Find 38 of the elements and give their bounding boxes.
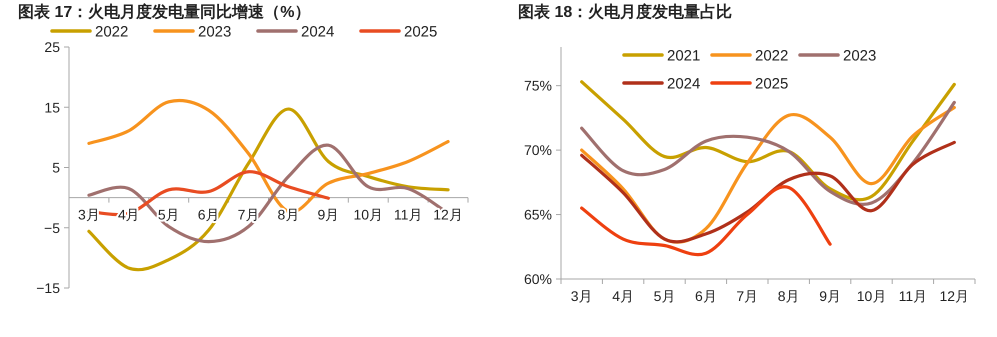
y-tick-label: −15 bbox=[36, 280, 60, 296]
line-series bbox=[580, 100, 956, 206]
y-tick-label: 15 bbox=[44, 99, 60, 116]
x-tick-label: 12月 bbox=[433, 206, 463, 223]
y-tick-label: −5 bbox=[44, 220, 60, 236]
legend-label: 2025 bbox=[404, 24, 438, 40]
legend-label: 2025 bbox=[755, 76, 788, 92]
x-tick-label: 6月 bbox=[695, 288, 717, 304]
x-tick-label: 4月 bbox=[612, 288, 634, 304]
chart-title: 图表 17：火电月度发电量同比增速（%） bbox=[18, 2, 310, 21]
y-tick-label: 60% bbox=[524, 271, 552, 287]
x-tick-label: 10月 bbox=[856, 288, 886, 304]
x-tick-label: 10月 bbox=[353, 206, 384, 223]
x-tick-label: 11月 bbox=[898, 288, 928, 304]
x-tick-label: 3月 bbox=[570, 288, 593, 304]
x-tick-label: 7月 bbox=[238, 206, 260, 223]
y-tick-label: 5 bbox=[52, 160, 60, 176]
x-tick-label: 8月 bbox=[778, 288, 800, 304]
y-tick-label: 25 bbox=[44, 39, 60, 55]
legend-label: 2021 bbox=[667, 48, 700, 64]
legend-label: 2022 bbox=[755, 48, 788, 64]
legend-label: 2022 bbox=[95, 24, 128, 40]
legend-label: 2024 bbox=[667, 76, 700, 92]
y-tick-label: 75% bbox=[524, 78, 552, 94]
chart-title: 图表 18：火电月度发电量占比 bbox=[518, 2, 732, 21]
x-tick-label: 9月 bbox=[317, 206, 340, 223]
y-tick-label: 65% bbox=[524, 206, 552, 223]
x-tick-label: 9月 bbox=[819, 288, 841, 304]
x-tick-label: 12月 bbox=[940, 288, 970, 304]
x-tick-label: 5月 bbox=[158, 206, 180, 223]
x-tick-label: 11月 bbox=[394, 206, 422, 223]
legend-label: 2023 bbox=[843, 48, 876, 64]
x-tick-label: 7月 bbox=[736, 288, 758, 304]
legend-label: 2023 bbox=[198, 24, 232, 40]
y-tick-label: 70% bbox=[524, 142, 552, 158]
x-tick-label: 6月 bbox=[198, 206, 220, 223]
x-tick-label: 5月 bbox=[654, 288, 676, 304]
legend-label: 2024 bbox=[301, 24, 334, 40]
